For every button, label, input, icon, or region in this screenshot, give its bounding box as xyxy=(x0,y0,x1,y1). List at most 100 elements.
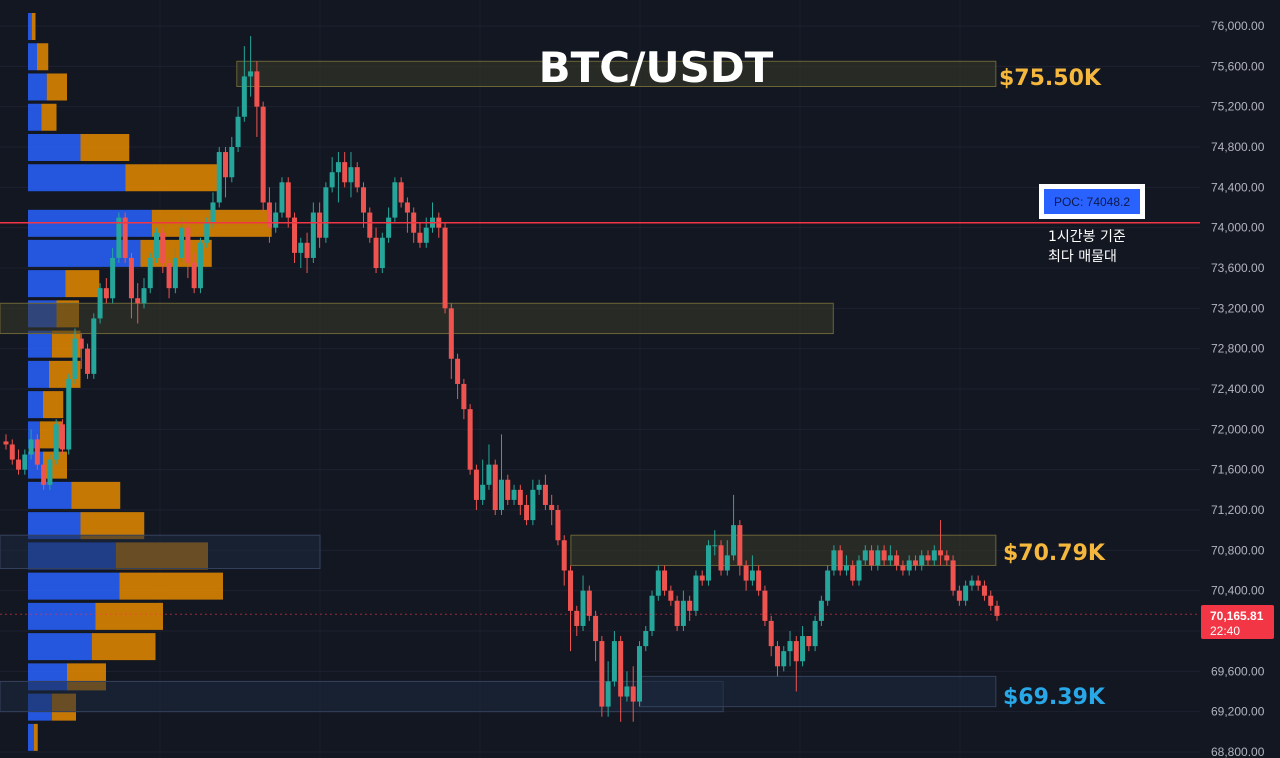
candle-body xyxy=(687,600,693,611)
profile-buy-bar xyxy=(28,164,126,192)
candle-body xyxy=(925,555,931,561)
candle-body xyxy=(618,641,624,697)
candle-body xyxy=(229,147,235,178)
price-tick-label: 69,600.00 xyxy=(1211,664,1265,678)
profile-sell-bar xyxy=(31,13,36,40)
candle-body xyxy=(304,242,310,258)
candle-body xyxy=(655,570,661,596)
candle-body xyxy=(179,227,185,258)
candle-body xyxy=(53,424,59,460)
candle-body xyxy=(843,565,849,571)
candle-body xyxy=(975,580,981,586)
price-tick-label: 74,400.00 xyxy=(1211,180,1265,194)
candle-body xyxy=(988,595,994,606)
candle-body xyxy=(787,641,793,652)
candle-body xyxy=(28,439,34,455)
candle-body xyxy=(524,504,530,521)
candle-body xyxy=(831,550,837,571)
price-tick-label: 73,200.00 xyxy=(1211,301,1265,315)
profile-sell-bar xyxy=(91,633,156,661)
candle-body xyxy=(455,358,461,384)
candle-body xyxy=(762,590,768,621)
candle-body xyxy=(662,570,668,591)
candle-body xyxy=(950,560,956,591)
candle-body xyxy=(931,550,937,561)
candle-body xyxy=(599,641,605,707)
candle-body xyxy=(204,222,210,243)
profile-sell-bar xyxy=(119,572,223,600)
candle-body xyxy=(154,232,160,258)
price-tick-label: 72,400.00 xyxy=(1211,382,1265,396)
candle-body xyxy=(699,575,705,581)
candle-body xyxy=(367,212,373,238)
profile-sell-bar xyxy=(125,164,220,192)
candle-body xyxy=(41,464,47,485)
candle-body xyxy=(448,308,454,359)
candle-body xyxy=(298,242,304,253)
candle-body xyxy=(379,237,385,268)
price-tick-label: 75,200.00 xyxy=(1211,100,1265,114)
candle-body xyxy=(216,152,222,203)
profile-sell-bar xyxy=(40,421,63,449)
candle-body xyxy=(680,600,686,626)
candle-body xyxy=(593,615,599,642)
price-zone xyxy=(570,534,997,566)
candle-body xyxy=(386,217,392,238)
candle-body xyxy=(743,565,749,581)
candle-body xyxy=(774,646,780,667)
candle-body xyxy=(837,550,843,571)
candle-body xyxy=(223,152,229,178)
current-price-value: 70,165.81 xyxy=(1210,609,1264,623)
profile-sell-bar xyxy=(46,73,67,101)
candle-body xyxy=(567,570,573,611)
candle-body xyxy=(862,550,868,561)
candle-body xyxy=(812,620,818,647)
candle-body xyxy=(59,424,65,450)
level-label-70790: $70.79K xyxy=(1003,541,1106,566)
candle-body xyxy=(580,590,586,626)
price-tick-label: 70,800.00 xyxy=(1211,543,1265,557)
price-tick-label: 76,000.00 xyxy=(1211,19,1265,33)
candle-body xyxy=(643,631,649,647)
candle-body xyxy=(944,555,950,561)
price-tick-label: 73,600.00 xyxy=(1211,261,1265,275)
candle-body xyxy=(806,636,812,647)
price-tick-label: 68,800.00 xyxy=(1211,745,1265,758)
profile-buy-bar xyxy=(28,13,32,40)
candle-body xyxy=(793,641,799,662)
candle-body xyxy=(122,217,128,258)
candle-body xyxy=(492,464,498,510)
candle-body xyxy=(442,227,448,309)
profile-sell-bar xyxy=(34,723,38,751)
candle-body xyxy=(361,187,367,213)
candle-body xyxy=(197,242,203,289)
candle-body xyxy=(354,167,360,188)
candle-body xyxy=(285,182,291,218)
candle-body xyxy=(335,162,341,173)
candle-body xyxy=(348,167,354,183)
candle-body xyxy=(505,479,511,500)
grid-lines xyxy=(0,25,1200,753)
candle-body xyxy=(9,444,15,460)
candle-body xyxy=(248,71,254,77)
candle-body xyxy=(668,590,674,601)
candle-body xyxy=(825,570,831,601)
candle-body xyxy=(693,575,699,611)
candle-body xyxy=(511,489,517,500)
profile-buy-bar xyxy=(28,360,49,388)
profile-buy-bar xyxy=(28,633,92,661)
candle-body xyxy=(850,565,856,581)
candle-body xyxy=(756,570,762,591)
candle-body xyxy=(72,338,78,379)
profile-buy-bar xyxy=(28,43,37,71)
candle-body xyxy=(191,262,197,289)
price-zone xyxy=(0,302,834,335)
candle-body xyxy=(574,610,580,626)
price-axis[interactable]: 76,000.00 75,600.00 75,200.00 74,800.00 74,4… xyxy=(1211,19,1265,758)
profile-buy-bar xyxy=(28,239,141,267)
profile-sell-bar xyxy=(41,103,57,131)
candlesticks xyxy=(3,36,1000,722)
candle-body xyxy=(329,172,335,188)
candle-body xyxy=(818,600,824,621)
